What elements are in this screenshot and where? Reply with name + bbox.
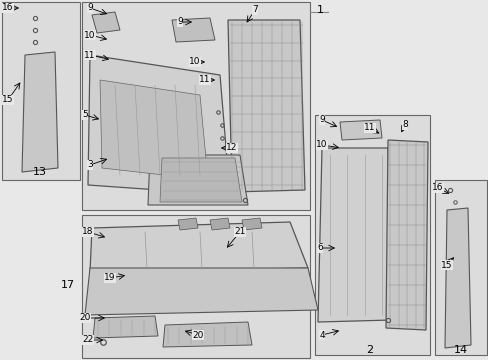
Polygon shape [444,208,470,348]
Text: 20: 20 [79,314,90,323]
Text: 1: 1 [316,5,323,15]
Polygon shape [160,158,242,202]
Polygon shape [209,218,229,230]
Polygon shape [227,20,305,192]
Text: 11: 11 [364,123,375,132]
Polygon shape [100,80,207,180]
Text: 10: 10 [316,140,327,149]
Text: 13: 13 [33,167,47,177]
Bar [314,115,429,355]
Text: 11: 11 [84,50,96,59]
Text: 12: 12 [226,144,237,153]
Polygon shape [93,316,158,338]
Text: 15: 15 [440,261,452,270]
Text: 8: 8 [401,121,407,130]
Polygon shape [88,55,229,195]
Text: 19: 19 [104,274,116,283]
Text: 14: 14 [453,345,467,355]
Text: 6: 6 [317,243,322,252]
Text: 3: 3 [87,161,93,170]
Polygon shape [85,268,317,315]
Text: 9: 9 [319,116,324,125]
Bar [434,180,486,355]
Text: 22: 22 [82,336,93,345]
Text: 20: 20 [192,330,203,339]
Text: 10: 10 [84,31,96,40]
Text: 4: 4 [319,330,324,339]
Text: 16: 16 [2,4,14,13]
Text: 9: 9 [177,18,183,27]
Text: 5: 5 [82,111,88,120]
Polygon shape [92,12,120,33]
Polygon shape [317,148,391,322]
Polygon shape [22,52,58,172]
Text: 7: 7 [252,5,257,14]
Bar [2,2,80,180]
Polygon shape [148,155,247,205]
Text: 9: 9 [87,4,93,13]
Text: 11: 11 [199,76,210,85]
Polygon shape [242,218,262,230]
Polygon shape [172,18,215,42]
Text: 10: 10 [189,58,201,67]
Bar [82,215,309,358]
Text: 16: 16 [431,184,443,193]
Text: 2: 2 [366,345,373,355]
Polygon shape [339,120,381,140]
Polygon shape [178,218,198,230]
Text: 21: 21 [234,228,245,237]
Bar [82,2,309,210]
Polygon shape [163,322,251,347]
Text: 15: 15 [2,95,14,104]
Text: 18: 18 [82,228,94,237]
Text: 17: 17 [61,280,75,290]
Polygon shape [90,222,307,272]
Polygon shape [385,140,427,330]
